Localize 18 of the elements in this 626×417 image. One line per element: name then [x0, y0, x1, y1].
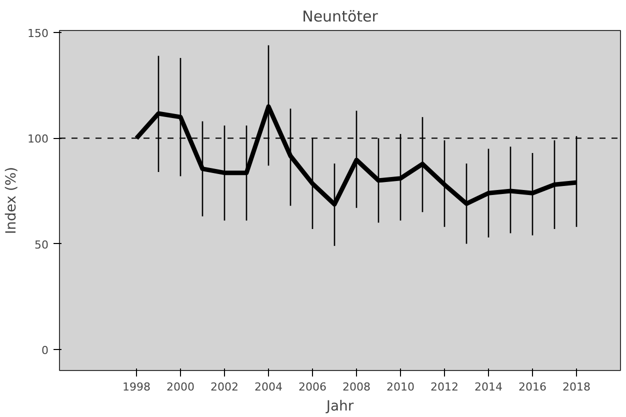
y-axis-title: Index (%) — [4, 166, 20, 234]
y-tick-label: 0 — [42, 344, 48, 357]
x-axis-title: Jahr — [325, 398, 354, 414]
chart-title: Neuntöter — [302, 8, 379, 26]
x-tick-label: 2008 — [342, 380, 371, 394]
x-tick-label: 2014 — [474, 380, 503, 394]
x-tick-label: 2004 — [254, 380, 283, 394]
x-tick-label: 2002 — [210, 380, 239, 394]
x-tick-label: 2006 — [298, 380, 327, 394]
x-tick-label: 2012 — [430, 380, 459, 394]
y-tick-label: 100 — [28, 132, 49, 146]
x-tick-label: 1998 — [122, 380, 151, 394]
x-tick-label: 2018 — [562, 380, 591, 394]
x-tick-label: 2000 — [166, 380, 195, 394]
y-tick-label: 150 — [28, 27, 49, 40]
y-tick-label: 50 — [34, 238, 49, 252]
x-tick-label: 2010 — [386, 380, 415, 394]
x-tick-label: 2016 — [518, 380, 547, 394]
